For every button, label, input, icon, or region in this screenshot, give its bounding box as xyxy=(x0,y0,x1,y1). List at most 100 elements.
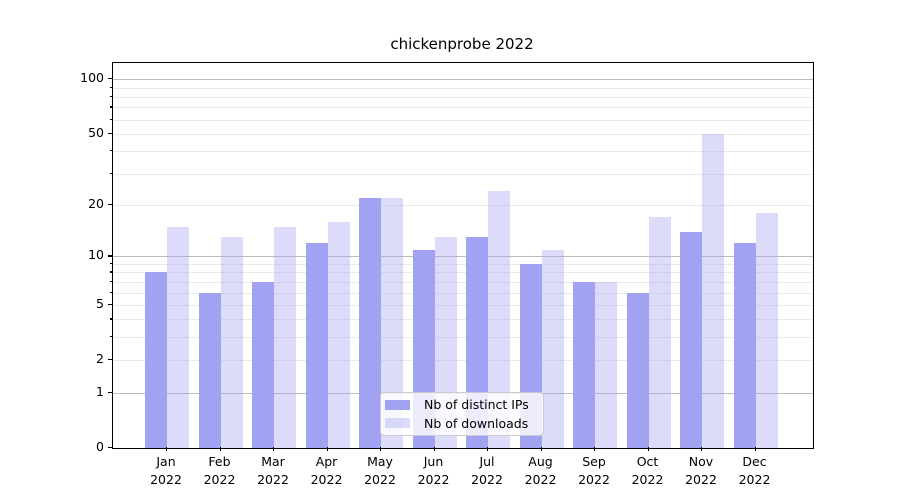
xtick-mark-dec xyxy=(754,447,756,451)
ytick-label-10: 10 xyxy=(88,247,104,263)
ytick-label-1: 1 xyxy=(96,383,104,399)
xtick-label-dec: Dec 2022 xyxy=(738,454,771,487)
xtick-mark-jun xyxy=(433,447,435,451)
gridline-minor-2 xyxy=(113,360,813,362)
bar-downloads-may xyxy=(381,197,403,448)
xtick-label-oct: Oct 2022 xyxy=(631,454,664,487)
gridline-minor-7 xyxy=(113,281,813,283)
ytick-label-100: 100 xyxy=(80,70,104,86)
bar-distinct-ips-sep xyxy=(573,281,595,448)
legend-swatch-downloads xyxy=(385,418,410,429)
gridline-minor-40 xyxy=(113,151,813,153)
xtick-label-sep: Sep 2022 xyxy=(578,454,610,487)
xtick-mark-feb xyxy=(219,447,221,451)
bar-distinct-ips-dec xyxy=(733,243,756,448)
xtick-mark-may xyxy=(380,447,382,451)
legend-label-distinct-ips: Nb of distinct IPs xyxy=(424,397,529,413)
bar-downloads-oct xyxy=(648,217,671,448)
ytick-minor-mark-80 xyxy=(110,95,112,98)
xtick-label-apr: Apr 2022 xyxy=(310,454,343,487)
ytick-label-0: 0 xyxy=(96,439,104,455)
ytick-minor-mark-9 xyxy=(110,263,112,265)
ytick-minor-mark-70 xyxy=(110,106,112,108)
gridline-minor-30 xyxy=(113,173,813,175)
xtick-label-nov: Nov 2022 xyxy=(685,454,717,487)
gridline-minor-9 xyxy=(113,264,813,265)
legend-swatch-distinct-ips xyxy=(385,399,410,410)
xtick-label-jun: Jun 2022 xyxy=(417,454,450,487)
ytick-minor-mark-60 xyxy=(110,118,112,120)
xtick-mark-aug xyxy=(540,447,542,451)
xtick-mark-apr xyxy=(326,447,328,451)
ytick-minor-mark-6 xyxy=(110,291,112,293)
ytick-minor-mark-7 xyxy=(110,280,112,283)
ytick-label-20: 20 xyxy=(88,195,104,211)
gridline-minor-6 xyxy=(113,292,813,294)
xtick-label-jul: Jul 2022 xyxy=(471,454,503,487)
legend-row-downloads: Nb of downloads xyxy=(385,416,535,432)
xtick-mark-nov xyxy=(701,447,703,451)
gridline-minor-60 xyxy=(113,119,813,121)
legend-row-distinct-ips: Nb of distinct IPs xyxy=(385,397,535,413)
gridline-minor-80 xyxy=(113,96,813,98)
ytick-minor-mark-90 xyxy=(110,86,112,88)
ytick-mark-100 xyxy=(108,78,112,80)
ytick-mark-5 xyxy=(108,303,112,305)
gridline-major-100 xyxy=(113,79,813,81)
ytick-mark-2 xyxy=(108,359,112,361)
xtick-mark-oct xyxy=(647,447,649,451)
bar-distinct-ips-feb xyxy=(198,292,221,448)
bar-distinct-ips-oct xyxy=(626,292,649,448)
xtick-mark-jul xyxy=(487,447,489,451)
xtick-mark-jan xyxy=(166,447,168,451)
bar-downloads-mar xyxy=(274,226,296,448)
bar-downloads-nov xyxy=(702,133,724,448)
bar-distinct-ips-may xyxy=(359,197,381,448)
gridline-minor-50 xyxy=(113,133,813,135)
bar-distinct-ips-nov xyxy=(680,231,702,448)
ytick-mark-10 xyxy=(108,255,112,257)
ytick-mark-0 xyxy=(108,447,112,449)
bar-downloads-jan xyxy=(167,226,189,448)
plot-area xyxy=(112,62,814,449)
legend-label-downloads: Nb of downloads xyxy=(424,415,529,431)
xtick-label-feb: Feb 2022 xyxy=(203,454,236,487)
xtick-label-may: May 2022 xyxy=(364,454,396,487)
bar-downloads-sep xyxy=(595,281,617,448)
bar-distinct-ips-jan xyxy=(145,272,167,448)
gridline-minor-70 xyxy=(113,107,813,109)
ytick-minor-mark-8 xyxy=(110,271,112,273)
ytick-minor-mark-30 xyxy=(110,172,112,174)
gridline-minor-4 xyxy=(113,319,813,321)
chart-title: chickenprobe 2022 xyxy=(390,35,534,53)
ytick-minor-mark-4 xyxy=(110,318,112,320)
bar-downloads-jul xyxy=(488,190,510,448)
bar-downloads-feb xyxy=(220,237,243,448)
xtick-mark-mar xyxy=(273,447,275,451)
ytick-mark-1 xyxy=(108,391,112,393)
bar-downloads-aug xyxy=(541,249,564,448)
xtick-label-jan: Jan 2022 xyxy=(150,454,182,487)
ytick-mark-50 xyxy=(108,132,112,135)
gridline-minor-3 xyxy=(113,337,813,339)
gridline-minor-90 xyxy=(113,87,813,89)
gridline-minor-5 xyxy=(113,304,813,306)
ytick-label-5: 5 xyxy=(96,295,104,311)
bar-downloads-apr xyxy=(327,221,350,448)
bar-distinct-ips-apr xyxy=(305,243,328,448)
ytick-minor-mark-3 xyxy=(110,336,112,338)
xtick-label-mar: Mar 2022 xyxy=(257,454,289,487)
gridline-minor-8 xyxy=(113,272,813,274)
ytick-minor-mark-40 xyxy=(110,150,112,152)
ytick-label-2: 2 xyxy=(96,351,104,367)
gridline-major-10 xyxy=(113,256,813,258)
xtick-label-aug: Aug 2022 xyxy=(524,454,557,487)
ytick-mark-20 xyxy=(108,203,112,205)
legend: Nb of distinct IPs Nb of downloads xyxy=(380,392,544,436)
bar-downloads-dec xyxy=(755,212,778,448)
gridline-minor-20 xyxy=(113,204,813,206)
xtick-mark-sep xyxy=(594,447,596,451)
bar-distinct-ips-mar xyxy=(252,281,274,448)
ytick-label-50: 50 xyxy=(88,125,104,141)
